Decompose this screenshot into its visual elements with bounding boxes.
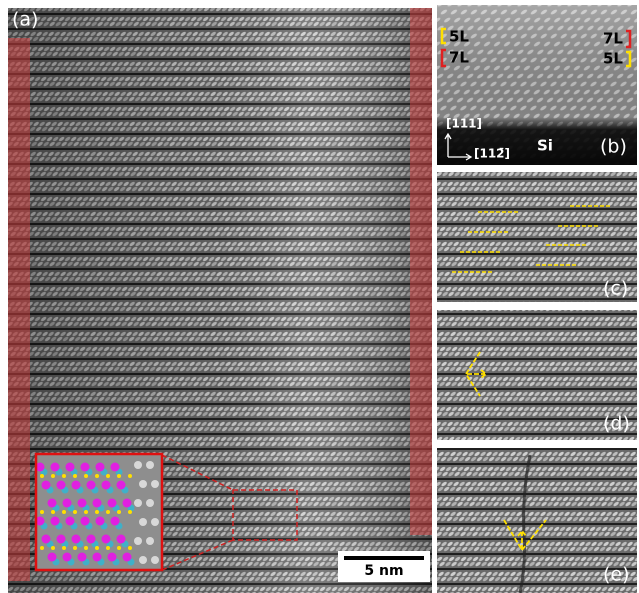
image-spot	[146, 461, 154, 469]
atom-magenta	[66, 517, 75, 526]
atom-yellow	[84, 546, 88, 550]
atom-magenta	[93, 553, 102, 562]
atom-yellow	[51, 474, 55, 478]
atom-magenta	[72, 481, 81, 490]
image-spot	[151, 518, 159, 526]
layer-label: 7L	[449, 49, 469, 67]
atom-magenta	[57, 481, 66, 490]
atom-magenta	[78, 499, 87, 508]
figure: (a) 5 nm 5L 7L 7L 5L [111] [112̄] Si (b)	[0, 0, 639, 593]
atom-magenta	[72, 535, 81, 544]
atom-yellow	[73, 510, 77, 514]
atom-magenta	[42, 481, 51, 490]
atom-yellow	[62, 546, 66, 550]
atom-magenta	[66, 463, 75, 472]
layer-label: 5L	[449, 28, 469, 46]
atom-yellow	[73, 546, 77, 550]
atom-yellow	[128, 546, 132, 550]
image-spot	[134, 537, 142, 545]
scale-bar-label: 5 nm	[364, 563, 403, 579]
panel-e: (e)	[437, 448, 637, 593]
atom-yellow	[40, 474, 44, 478]
image-spot	[139, 480, 147, 488]
atom-magenta	[87, 481, 96, 490]
highlight-band	[8, 38, 30, 581]
atom-magenta	[96, 517, 105, 526]
atom-magenta	[42, 535, 51, 544]
atom-magenta	[102, 535, 111, 544]
image-spot	[146, 499, 154, 507]
atom-yellow	[95, 546, 99, 550]
atom-magenta	[111, 517, 120, 526]
atom-yellow	[84, 510, 88, 514]
image-spot	[134, 499, 142, 507]
atom-yellow	[106, 510, 110, 514]
direction-label: [112̄]	[474, 147, 510, 161]
atom-magenta	[51, 517, 60, 526]
atom-magenta	[51, 463, 60, 472]
atom-magenta	[102, 481, 111, 490]
atom-yellow	[117, 474, 121, 478]
panel-b: 5L 7L 7L 5L [111] [112̄] Si (b)	[437, 5, 637, 165]
image-spot	[134, 461, 142, 469]
atom-yellow	[117, 546, 121, 550]
panel-label: (e)	[603, 564, 630, 586]
panel-label: (b)	[600, 136, 627, 158]
panel-label: (a)	[12, 9, 38, 31]
atom-yellow	[73, 474, 77, 478]
atom-magenta	[48, 553, 57, 562]
atom-yellow	[106, 546, 110, 550]
atom-magenta	[117, 535, 126, 544]
atom-magenta	[123, 499, 132, 508]
atom-magenta	[108, 499, 117, 508]
image-spot	[151, 480, 159, 488]
image-spot	[151, 556, 159, 564]
panel-d: (d)	[437, 310, 637, 440]
atom-yellow	[128, 474, 132, 478]
image-spot	[139, 518, 147, 526]
atom-magenta	[78, 553, 87, 562]
atom-magenta	[87, 535, 96, 544]
atom-yellow	[62, 510, 66, 514]
atom-magenta	[108, 553, 117, 562]
highlight-band	[410, 8, 432, 535]
atom-yellow	[84, 474, 88, 478]
atom-yellow	[117, 510, 121, 514]
atom-yellow	[40, 546, 44, 550]
atom-magenta	[48, 499, 57, 508]
atom-magenta	[93, 499, 102, 508]
atom-magenta	[96, 463, 105, 472]
atom-magenta	[81, 463, 90, 472]
layer-label: 5L	[603, 50, 623, 68]
atom-yellow	[51, 546, 55, 550]
image-spot	[146, 537, 154, 545]
panel-label: (c)	[603, 278, 628, 300]
atom-magenta	[81, 517, 90, 526]
atom-yellow	[40, 510, 44, 514]
direction-label: [111]	[446, 117, 482, 131]
atom-magenta	[63, 553, 72, 562]
atom-yellow	[95, 474, 99, 478]
atom-yellow	[95, 510, 99, 514]
panel-label: (d)	[603, 413, 630, 435]
atom-yellow	[62, 474, 66, 478]
substrate-label: Si	[537, 137, 553, 155]
atom-yellow	[106, 474, 110, 478]
image-spot	[139, 556, 147, 564]
panel-a: (a) 5 nm	[8, 8, 432, 593]
atom-magenta	[111, 463, 120, 472]
panel-c: (c)	[437, 172, 637, 302]
atom-magenta	[123, 553, 132, 562]
atom-magenta	[117, 481, 126, 490]
layer-label: 7L	[603, 30, 623, 48]
inset	[36, 454, 163, 570]
atom-magenta	[63, 499, 72, 508]
atom-yellow	[128, 510, 132, 514]
atom-yellow	[51, 510, 55, 514]
atom-magenta	[57, 535, 66, 544]
